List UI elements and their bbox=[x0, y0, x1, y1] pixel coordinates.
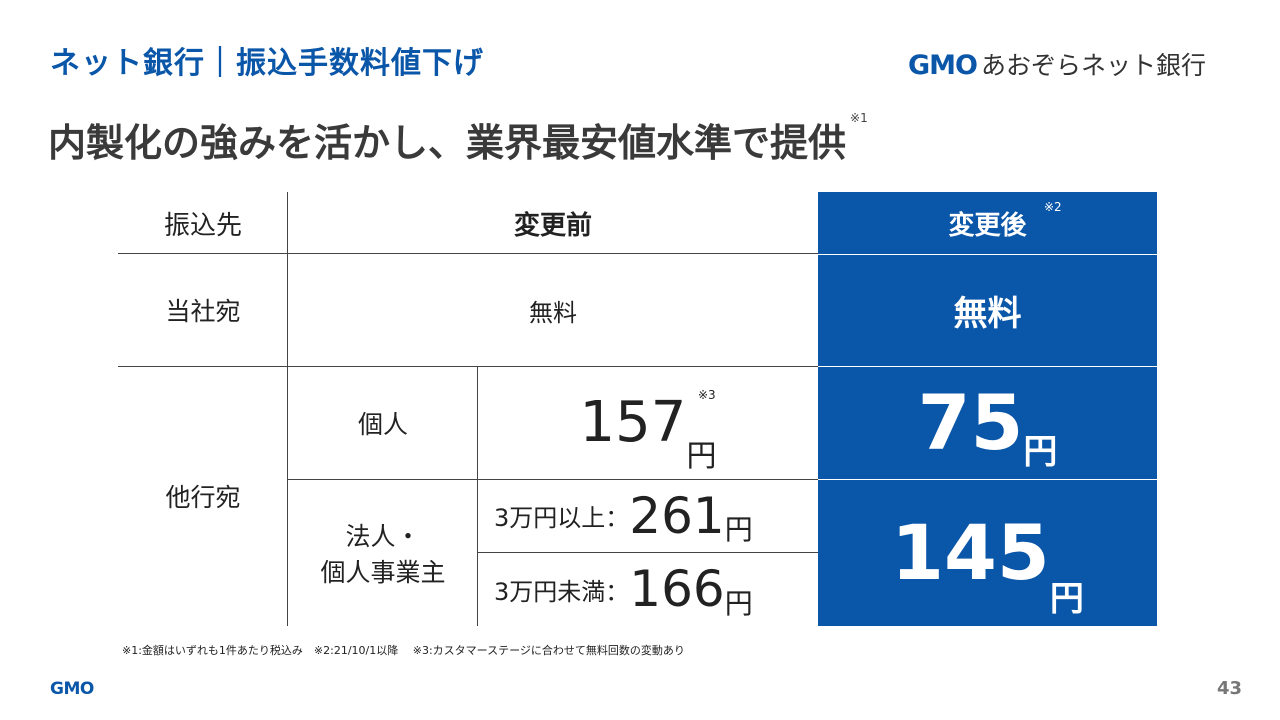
same-bank-before-cell: 無料 bbox=[288, 254, 818, 366]
individual-before-amount: 157 bbox=[579, 389, 687, 455]
col-before-label: 変更前 bbox=[513, 210, 592, 241]
same-bank-label-cell: 当社宛 bbox=[118, 254, 288, 366]
col-destination-label: 振込先 bbox=[163, 210, 242, 241]
footnote: ※1:金額はいずれも1件あたり税込み ※2:21/10/1以降 ※3:カスタマー… bbox=[122, 644, 685, 657]
logo-brand: GMO bbox=[908, 50, 978, 81]
col-after-note: ※2 bbox=[1044, 200, 1062, 214]
table-rule bbox=[478, 552, 818, 553]
tier2-unit: 円 bbox=[724, 587, 753, 620]
header-after-cell: 変更後 ※2 bbox=[818, 192, 1157, 254]
same-bank-after-cell: 無料 bbox=[818, 254, 1157, 366]
table-rule bbox=[118, 253, 818, 254]
corporate-tier2-cell: 3万円未満： 166 円 bbox=[478, 552, 818, 626]
tier2-label: 3万円未満： bbox=[494, 577, 630, 606]
tier2-amount: 166 bbox=[629, 560, 725, 618]
table-rule bbox=[477, 366, 478, 626]
tier1-unit: 円 bbox=[724, 513, 753, 546]
other-bank-label: 他行宛 bbox=[165, 483, 241, 512]
individual-after-amount: 75 bbox=[917, 377, 1024, 467]
corporate-after-cell: 145 円 bbox=[818, 479, 1157, 626]
headline-note: ※1 bbox=[850, 111, 868, 126]
table-rule bbox=[288, 479, 818, 480]
individual-label: 個人 bbox=[357, 409, 408, 439]
same-bank-after-value: 無料 bbox=[953, 293, 1022, 334]
individual-after-unit: 円 bbox=[1023, 432, 1058, 472]
same-bank-label: 当社宛 bbox=[165, 297, 241, 326]
other-bank-label-cell: 他行宛 bbox=[118, 366, 288, 626]
header-destination-cell: 振込先 bbox=[118, 192, 288, 254]
individual-before-note: ※3 bbox=[698, 388, 716, 402]
corporate-after-amount: 145 bbox=[891, 507, 1050, 597]
individual-before-unit: 円 bbox=[686, 439, 717, 474]
blue-divider bbox=[818, 254, 1157, 255]
tier1-amount: 261 bbox=[629, 486, 725, 545]
individual-after-cell: 75 円 bbox=[818, 366, 1157, 479]
corporate-tier1-cell: 3万円以上： 261 円 bbox=[478, 479, 818, 552]
company-logo: GMO あおぞらネット銀行 bbox=[908, 46, 1206, 82]
individual-before-cell: 157 円 ※3 bbox=[478, 366, 818, 479]
table-rule bbox=[118, 366, 818, 367]
headline: 内製化の強みを活かし、業界最安値水準で提供※1 bbox=[48, 111, 868, 167]
corporate-after-unit: 円 bbox=[1049, 579, 1084, 619]
blue-divider bbox=[818, 479, 1157, 480]
same-bank-before-value: 無料 bbox=[529, 298, 577, 327]
section-title: ネット銀行｜振込手数料値下げ bbox=[50, 46, 484, 81]
tier1-label: 3万円以上： bbox=[494, 504, 630, 532]
corporate-label-line1: 法人・ bbox=[345, 521, 421, 551]
logo-bank-name: あおぞらネット銀行 bbox=[980, 51, 1206, 80]
corporate-label-line2: 個人事業主 bbox=[320, 557, 446, 587]
page-number: 43 bbox=[1216, 678, 1242, 699]
footer-logo: GMO bbox=[50, 679, 94, 699]
individual-label-cell: 個人 bbox=[288, 366, 478, 479]
table-rule bbox=[287, 192, 288, 626]
col-after-label: 変更後 bbox=[948, 210, 1027, 241]
blue-divider bbox=[818, 366, 1157, 367]
corporate-label-cell: 法人・ 個人事業主 bbox=[288, 479, 478, 626]
header-before-cell: 変更前 bbox=[288, 192, 818, 254]
headline-text: 内製化の強みを活かし、業界最安値水準で提供 bbox=[48, 121, 847, 165]
